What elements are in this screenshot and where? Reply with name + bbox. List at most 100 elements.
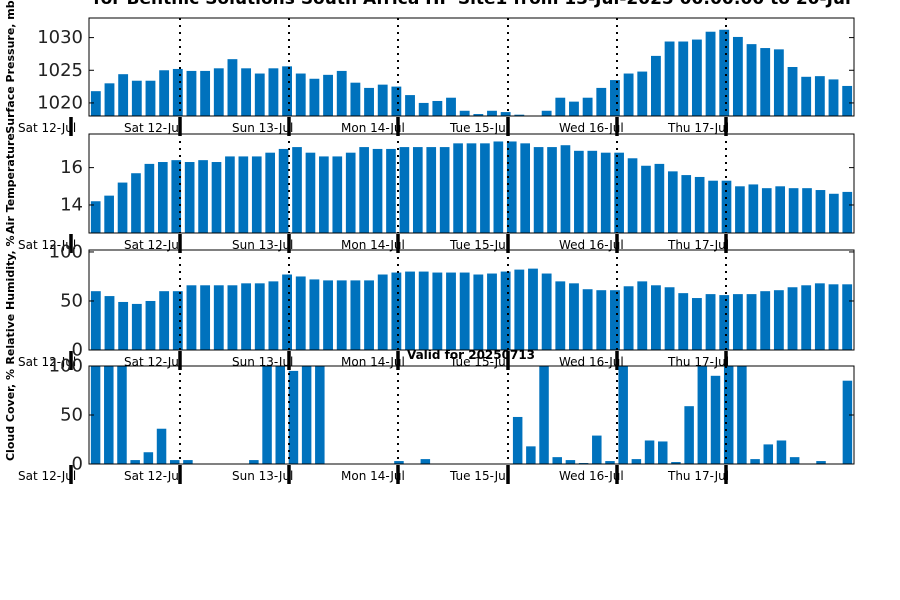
bar <box>90 291 101 350</box>
chart-title: for Benthic Solutions South Africa HP Si… <box>93 0 851 9</box>
bar <box>596 87 607 116</box>
bar <box>514 114 525 116</box>
day-label: Sat 12-Jul <box>18 469 76 483</box>
day-label: Mon 14-Jul <box>341 469 405 483</box>
bar <box>746 294 757 350</box>
bar <box>323 280 333 350</box>
bar <box>644 440 655 464</box>
bar <box>610 80 620 116</box>
y-axis-label: Surface Pressure, mb <box>4 0 17 133</box>
bar <box>829 193 839 233</box>
bar <box>569 283 579 350</box>
bar <box>372 148 383 233</box>
bar <box>654 163 665 233</box>
day-label: Wed 16-Jul <box>559 355 624 369</box>
bar <box>391 272 402 350</box>
bar <box>359 147 369 233</box>
bar <box>697 366 708 464</box>
bar <box>512 416 523 464</box>
bar <box>539 366 549 464</box>
bar <box>487 110 497 116</box>
bar <box>723 366 734 464</box>
bar <box>241 283 252 350</box>
day-label: Sat 12-Jul <box>18 355 76 369</box>
bar <box>172 291 183 350</box>
bar <box>405 271 415 350</box>
bar <box>386 148 396 233</box>
bar <box>514 269 525 350</box>
bar <box>439 147 450 233</box>
bar <box>198 160 208 233</box>
axes-frame <box>88 249 855 351</box>
bar <box>773 49 784 116</box>
bar <box>117 366 127 464</box>
bar <box>552 457 562 464</box>
bar <box>301 366 312 464</box>
bar <box>737 366 747 464</box>
bar <box>842 380 853 464</box>
bar <box>145 300 156 350</box>
bar <box>336 280 347 350</box>
day-label: Sat 12-Jul <box>124 238 182 252</box>
bar <box>130 460 140 464</box>
bar <box>719 295 730 350</box>
bar <box>480 143 490 233</box>
bar <box>90 366 101 464</box>
day-label: Mon 14-Jul <box>341 355 405 369</box>
bar <box>520 143 531 233</box>
bar <box>761 188 772 233</box>
bar <box>118 74 129 116</box>
bar <box>627 158 638 233</box>
bar <box>278 148 289 233</box>
bar <box>275 366 285 464</box>
bar <box>760 48 771 116</box>
bar <box>596 290 607 350</box>
bar <box>667 171 678 233</box>
bar <box>227 59 238 116</box>
bar <box>254 283 265 350</box>
bar <box>405 95 415 116</box>
bar <box>309 78 320 116</box>
bar <box>618 366 628 464</box>
bar <box>292 147 302 233</box>
bar <box>268 281 279 350</box>
bar <box>541 110 552 116</box>
bar <box>555 281 566 350</box>
bar <box>623 73 634 116</box>
bar <box>350 280 361 350</box>
bar <box>776 440 787 464</box>
bar <box>332 156 343 233</box>
bar <box>186 285 197 350</box>
bar <box>748 184 759 233</box>
bar <box>117 182 128 233</box>
bar <box>213 285 224 350</box>
bar <box>565 460 576 464</box>
bar <box>345 152 356 233</box>
bar <box>466 143 477 233</box>
bar <box>719 29 730 116</box>
bar <box>453 143 463 233</box>
bar <box>377 274 388 350</box>
bar <box>816 461 826 464</box>
bar <box>582 97 593 116</box>
bar <box>265 152 276 233</box>
bar <box>775 186 786 233</box>
day-label: Thu 17-Jul <box>667 238 729 252</box>
bar <box>394 461 404 464</box>
bar <box>526 446 536 464</box>
bar <box>171 160 182 233</box>
bar <box>186 70 197 116</box>
day-label: Sat 12-Jul <box>18 121 76 135</box>
bar <box>227 285 238 350</box>
bar <box>432 272 443 350</box>
bar <box>623 286 634 350</box>
bar <box>732 36 743 117</box>
bar <box>671 462 681 464</box>
bar <box>144 163 155 233</box>
y-tick-label: 16 <box>60 157 83 178</box>
bar <box>143 452 154 464</box>
